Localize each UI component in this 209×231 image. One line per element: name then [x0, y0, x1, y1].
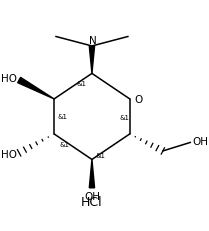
Polygon shape: [18, 78, 54, 100]
Text: &1: &1: [60, 142, 70, 148]
Text: &1: &1: [119, 114, 129, 120]
Text: HO: HO: [1, 74, 17, 84]
Text: HCl: HCl: [81, 195, 103, 208]
Text: OH: OH: [84, 191, 100, 201]
Text: HO: HO: [1, 149, 17, 159]
Text: &1: &1: [58, 113, 68, 119]
Text: OH: OH: [192, 136, 208, 146]
Text: N: N: [89, 36, 97, 46]
Text: &1: &1: [76, 81, 87, 87]
Text: &1: &1: [96, 152, 106, 158]
Polygon shape: [89, 160, 95, 188]
Polygon shape: [89, 47, 95, 74]
Text: O: O: [135, 94, 143, 104]
